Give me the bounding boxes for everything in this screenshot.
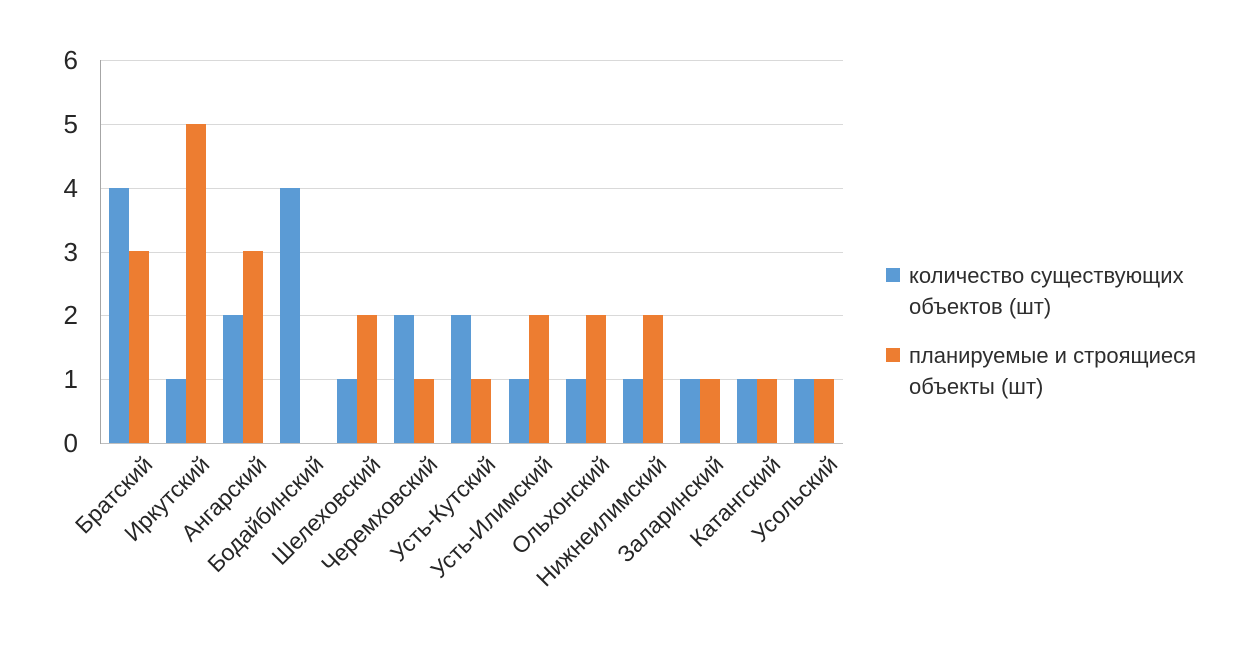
bar <box>680 379 701 443</box>
bar-group <box>329 60 386 443</box>
bar <box>357 315 378 443</box>
bar <box>242 251 263 443</box>
bar-group <box>500 60 557 443</box>
bar <box>565 379 586 443</box>
y-axis-tick-label: 3 <box>63 237 78 267</box>
bar <box>414 379 435 443</box>
y-axis-tick-label: 1 <box>63 364 78 394</box>
bar <box>508 379 529 443</box>
gridline <box>100 188 843 189</box>
legend: количество существующих объектов (шт) пла… <box>886 260 1216 420</box>
bar <box>585 315 606 443</box>
bar-group <box>100 60 157 443</box>
legend-item: планируемые и строящиеся объекты (шт) <box>886 340 1216 402</box>
bar-group <box>614 60 671 443</box>
gridline <box>100 60 843 61</box>
gridline <box>100 124 843 125</box>
y-axis-tick-label: 6 <box>63 45 78 75</box>
legend-label: планируемые и строящиеся объекты (шт) <box>909 343 1197 399</box>
y-axis-line <box>100 60 101 444</box>
x-axis-line <box>100 443 843 444</box>
legend-swatch <box>886 348 900 362</box>
bar <box>165 379 186 443</box>
bar-group <box>271 60 328 443</box>
bar <box>814 379 835 443</box>
bar-group <box>443 60 500 443</box>
bar <box>222 315 243 443</box>
bar <box>757 379 778 443</box>
bar <box>394 315 415 443</box>
bar <box>471 379 492 443</box>
legend-swatch <box>886 268 900 282</box>
bar <box>794 379 815 443</box>
legend-label: количество существующих объектов (шт) <box>909 263 1184 319</box>
bar-group <box>157 60 214 443</box>
bar <box>280 188 301 443</box>
bar <box>737 379 758 443</box>
legend-item: количество существующих объектов (шт) <box>886 260 1216 322</box>
y-axis-tick-label: 0 <box>63 428 78 458</box>
bar-group <box>386 60 443 443</box>
y-axis-tick-label: 2 <box>63 300 78 330</box>
bar <box>185 124 206 443</box>
bar <box>128 251 149 443</box>
bar <box>108 188 129 443</box>
y-axis-tick-label: 4 <box>63 173 78 203</box>
bar <box>451 315 472 443</box>
bar <box>622 379 643 443</box>
bar-group <box>557 60 614 443</box>
y-axis-tick-label: 5 <box>63 109 78 139</box>
gridline <box>100 315 843 316</box>
bar-group <box>672 60 729 443</box>
gridline <box>100 252 843 253</box>
bar-group <box>786 60 843 443</box>
bar <box>700 379 721 443</box>
bar <box>337 379 358 443</box>
bar <box>642 315 663 443</box>
bar-group <box>214 60 271 443</box>
bar-group <box>729 60 786 443</box>
bar <box>528 315 549 443</box>
